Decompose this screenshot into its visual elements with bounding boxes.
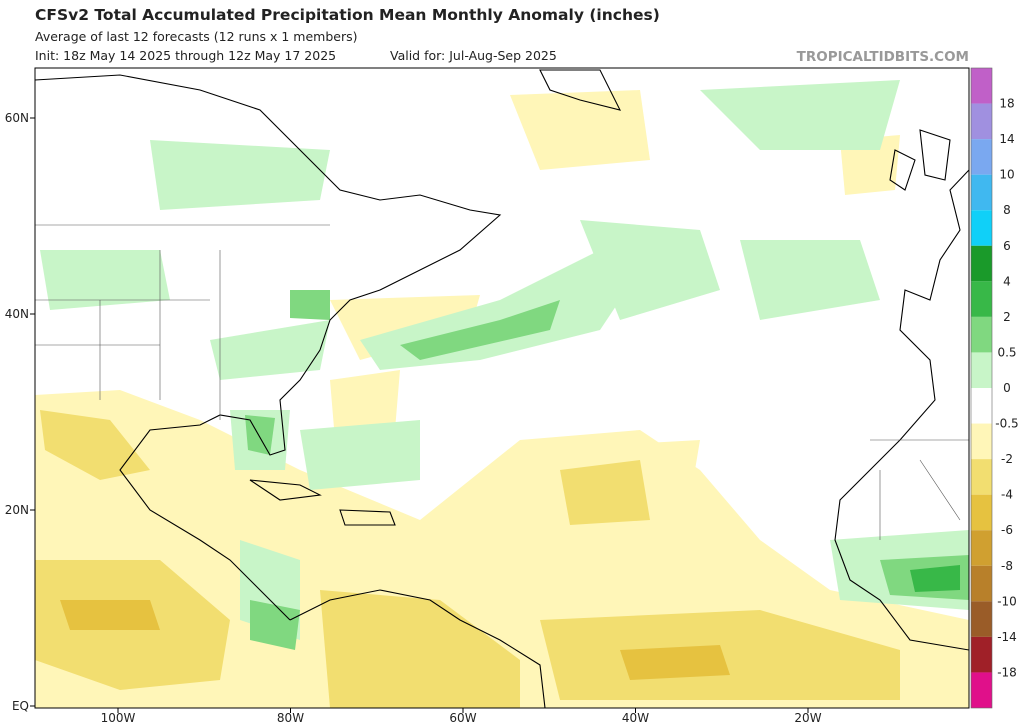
colorbar-label: -6 bbox=[1001, 523, 1013, 537]
colorbar-swatch bbox=[971, 68, 992, 104]
colorbar-frame bbox=[970, 67, 993, 709]
lat-label: 20N bbox=[5, 503, 29, 517]
colorbar-label: 2 bbox=[1003, 310, 1011, 324]
colorbar-swatch bbox=[971, 210, 992, 246]
colorbar-label: -10 bbox=[997, 594, 1017, 608]
colorbar-label: -8 bbox=[1001, 559, 1013, 573]
colorbar-label: 14 bbox=[999, 132, 1014, 146]
colorbar-label: 10 bbox=[999, 168, 1014, 182]
map-frame bbox=[34, 67, 970, 709]
subtitle: Average of last 12 forecasts (12 runs x … bbox=[35, 29, 357, 44]
colorbar-label: -4 bbox=[1001, 488, 1013, 502]
colorbar-swatch bbox=[971, 530, 992, 566]
lat-label: EQ bbox=[12, 699, 29, 713]
wetter-fields bbox=[245, 290, 969, 650]
colorbar-swatch bbox=[971, 565, 992, 602]
colorbar-label: 0.5 bbox=[997, 345, 1016, 359]
colorbar-swatch bbox=[971, 672, 992, 708]
title: CFSv2 Total Accumulated Precipitation Me… bbox=[35, 6, 660, 24]
lat-label: 60N bbox=[5, 111, 29, 125]
borders bbox=[35, 224, 969, 540]
colorbar-swatch bbox=[971, 494, 992, 531]
colorbar-swatch bbox=[971, 245, 992, 282]
coastlines bbox=[35, 69, 969, 708]
lon-label: 100W bbox=[101, 711, 136, 725]
colorbar-swatch bbox=[971, 601, 992, 637]
init-text: Init: 18z May 14 2025 through 12z May 17… bbox=[35, 48, 336, 63]
colorbar: 18 14 10 8 6 4 2 0.5 0 -0.5 -2 -4 -6 -8 -10 -14 -18 bbox=[970, 67, 1019, 709]
colorbar-label: 4 bbox=[1003, 274, 1011, 288]
colorbar-swatch bbox=[971, 139, 992, 175]
colorbar-swatch bbox=[971, 316, 992, 353]
colorbar-swatch bbox=[971, 352, 992, 388]
map bbox=[35, 68, 969, 708]
driest-fields bbox=[60, 600, 730, 680]
watermark: TROPICALTIDBITS.COM bbox=[797, 49, 969, 65]
colorbar-swatch bbox=[971, 103, 992, 140]
lon-label: 20W bbox=[794, 711, 821, 725]
colorbar-label: 6 bbox=[1003, 239, 1011, 253]
colorbar-label: -0.5 bbox=[995, 417, 1018, 431]
colorbar-swatch bbox=[971, 423, 992, 460]
colorbar-swatch bbox=[971, 388, 992, 424]
lon-label: 40W bbox=[622, 711, 649, 725]
colorbar-swatch bbox=[971, 281, 992, 317]
wettest-field bbox=[910, 565, 960, 592]
colorbar-label: -14 bbox=[997, 630, 1017, 644]
lon-label: 80W bbox=[277, 711, 304, 725]
lon-label: 60W bbox=[449, 711, 476, 725]
colorbar-swatch bbox=[971, 459, 992, 495]
lat-label: 40N bbox=[5, 307, 29, 321]
colorbar-label: -2 bbox=[1001, 452, 1013, 466]
colorbar-swatch bbox=[971, 636, 992, 673]
colorbar-label: 8 bbox=[1003, 203, 1011, 217]
colorbar-label: -18 bbox=[997, 665, 1017, 679]
valid-text: Valid for: Jul-Aug-Sep 2025 bbox=[390, 48, 557, 63]
colorbar-swatch bbox=[971, 174, 992, 211]
colorbar-label: 18 bbox=[999, 97, 1014, 111]
colorbar-label: 0 bbox=[1003, 381, 1011, 395]
